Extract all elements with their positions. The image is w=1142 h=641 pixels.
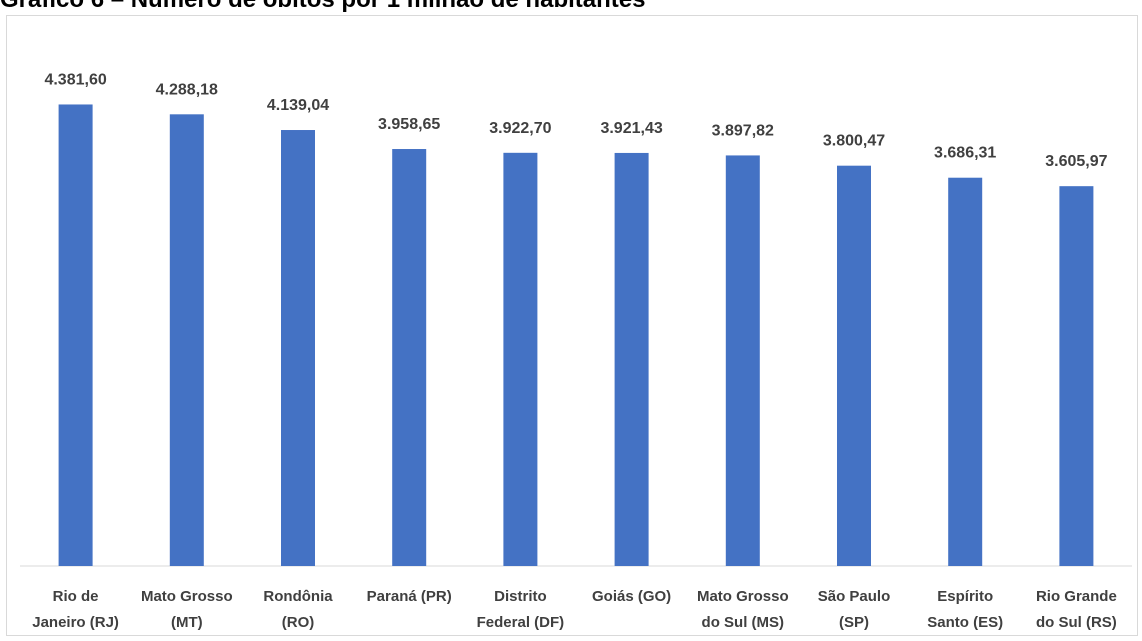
category-tick-label: São Paulo (SP) [818, 588, 891, 631]
category-tick-label: Mato Grosso (MT) [141, 588, 233, 631]
category-tick-label: Rondônia (RO) [263, 588, 333, 631]
data-label: 3.897,82 [712, 122, 774, 139]
bar [837, 165, 871, 566]
chart-title: Gráfico 6 – Número de óbitos por 1 milhã… [0, 0, 645, 14]
data-label: 4.139,04 [267, 97, 329, 114]
bar [503, 152, 538, 566]
category-tick-label: Mato Grosso do Sul (MS) [697, 588, 789, 631]
data-label: 4.288,18 [156, 81, 218, 98]
data-label: 4.381,60 [44, 71, 106, 88]
data-label: 3.605,97 [1045, 153, 1107, 170]
category-tick-label: Espírito Santo (ES) [927, 588, 1003, 631]
category-tick-label: Rio de Janeiro (RJ) [32, 588, 119, 631]
category-tick-label: Distrito Federal (DF) [477, 588, 565, 631]
bar [614, 152, 649, 567]
data-label: 3.958,65 [378, 116, 440, 133]
bar [948, 177, 983, 566]
category-tick-label: Goiás (GO) [592, 588, 671, 605]
bar [58, 104, 93, 566]
category-tick-label: Paraná (PR) [367, 588, 452, 605]
data-label: 3.800,47 [823, 133, 885, 150]
bar [1059, 186, 1094, 567]
bar [725, 155, 760, 566]
bar [281, 130, 315, 566]
data-label: 3.922,70 [489, 120, 551, 137]
data-label: 3.921,43 [600, 120, 662, 137]
category-tick-label: Rio Grande do Sul (RS) [1036, 588, 1117, 631]
data-label: 3.686,31 [934, 145, 996, 162]
bar [169, 114, 204, 566]
bar [392, 149, 427, 566]
